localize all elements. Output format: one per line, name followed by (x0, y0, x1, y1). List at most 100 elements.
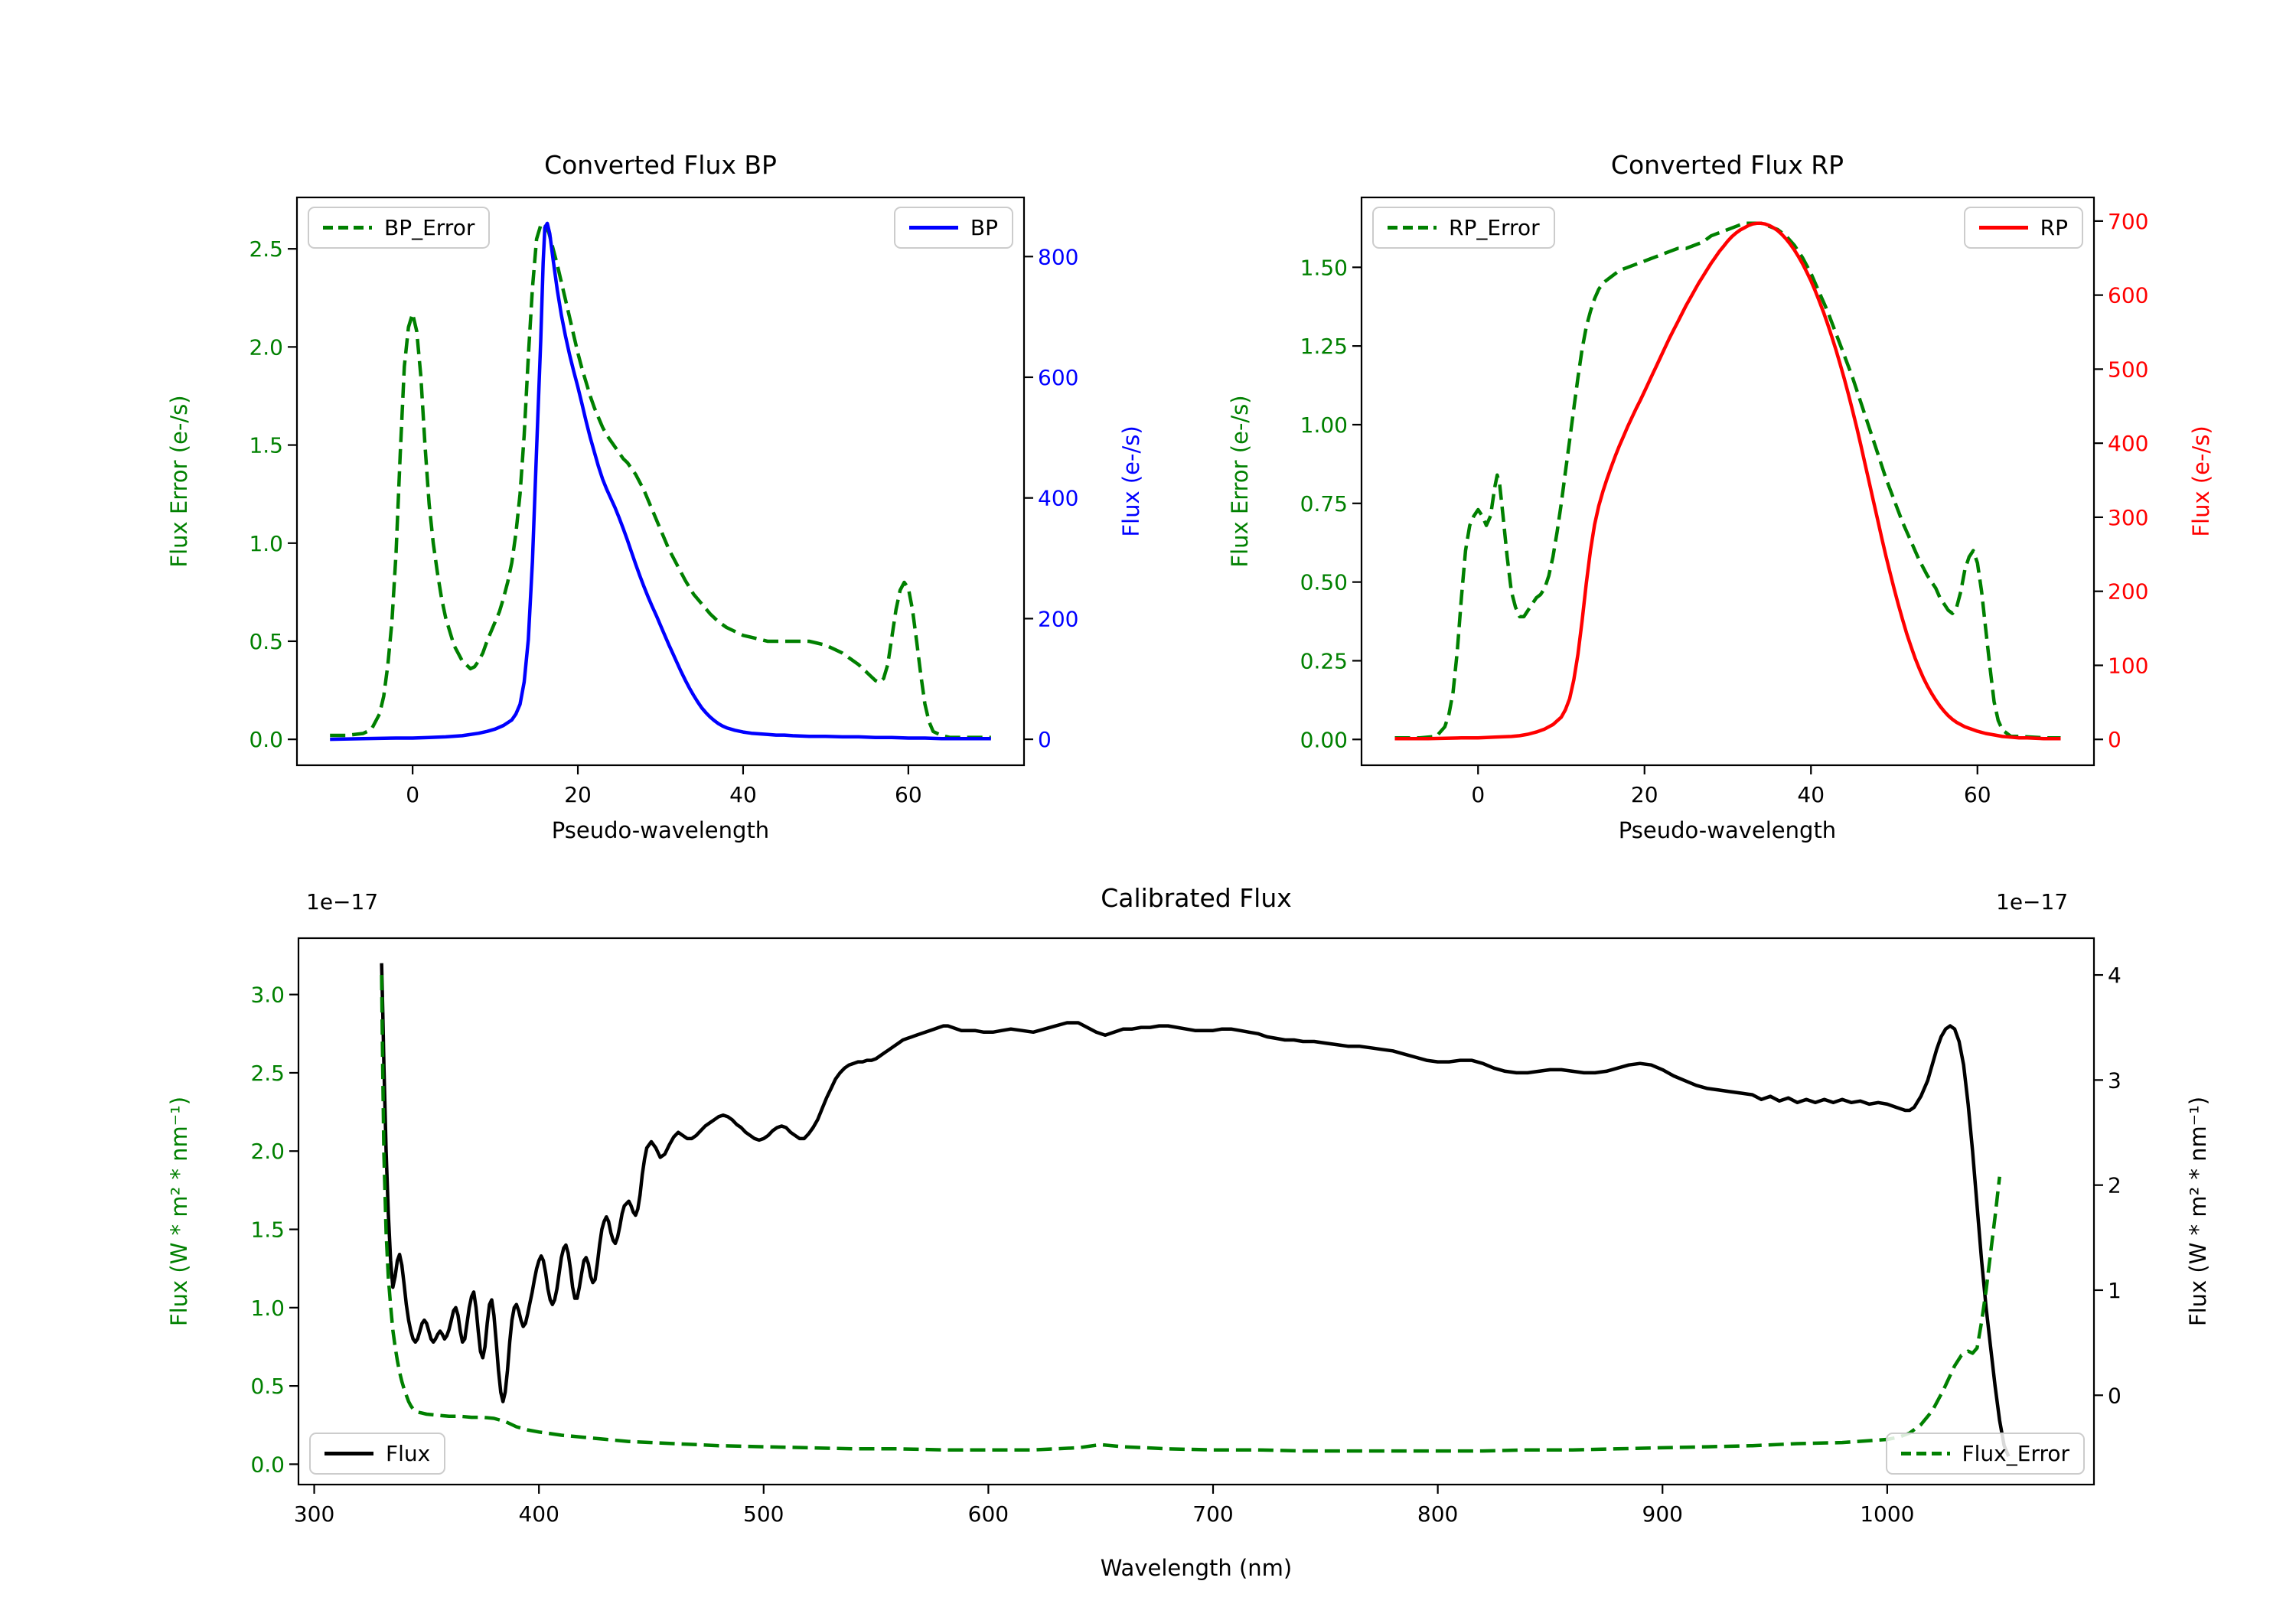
y-tick-label-right: 4 (2108, 963, 2122, 988)
y-axis-offset-text-left: 1e−17 (306, 889, 379, 914)
legend-dashed-line-sample (323, 226, 372, 230)
legend-flux-error: Flux_Error (1885, 1433, 2085, 1475)
y-tick-label-left: 0.50 (1300, 570, 1348, 595)
y-axis-label-left-rp: Flux Error (e-/s) (1227, 395, 1253, 568)
y-tick-label-left: 1.0 (250, 1296, 285, 1321)
x-tick-label: 400 (518, 1501, 559, 1527)
legend-bp: BP (893, 207, 1013, 249)
y-tick-label-right: 200 (2108, 579, 2148, 605)
legend-label-bp: BP (970, 215, 998, 240)
y-tick-label-left: 0.25 (1300, 648, 1348, 673)
y-tick-label-right: 500 (2108, 357, 2148, 382)
plot-area-calibrated: 300 400 500 600 700 800 900 1000 0.0 0.5 1.0 1.5 2.0… (250, 937, 2122, 1527)
y-tick-label-left: 0.5 (249, 629, 283, 654)
y-axis-offset-text-right: 1e−17 (1996, 889, 2069, 914)
y-tick-label-left: 2.0 (249, 334, 283, 360)
chart-converted-flux-bp: 0 20 40 60 0.0 0.5 1.0 1.5 2.0 2.5 0 200 400 600 800 C… (122, 122, 1144, 857)
flux-error-curve (380, 975, 2001, 1453)
plot-border (1360, 196, 2095, 767)
y-tick-label-left: 0.0 (249, 727, 283, 752)
y-tick-label-right: 600 (2108, 283, 2148, 308)
y-axis-label-right-bp: Flux (e-/s) (1118, 425, 1144, 537)
y-tick-label-right: 0 (1038, 727, 1052, 752)
y-tick-label-right: 2 (2108, 1173, 2122, 1198)
y-tick-label-right: 1 (2108, 1278, 2122, 1303)
y-tick-label-left: 0.75 (1300, 491, 1348, 517)
y-axis-label-right-calibrated: Flux (W * m² * nm⁻¹) (2185, 1096, 2211, 1327)
x-tick-label: 60 (895, 782, 922, 807)
legend-rp-error: RP_Error (1372, 207, 1555, 249)
x-tick-label: 900 (1642, 1501, 1683, 1527)
y-tick-label-right: 400 (1038, 486, 1078, 511)
plot-area-rp: 0 20 40 60 0.00 0.25 0.50 0.75 1.00 1.25 1.50 0 100 2… (1300, 196, 2148, 807)
legend-solid-line-sample (325, 1452, 373, 1455)
y-axis-label-left-calibrated: Flux (W * m² * nm⁻¹) (166, 1096, 192, 1327)
legend-dashed-line-sample (1388, 226, 1437, 230)
y-axis-label-left-bp: Flux Error (e-/s) (166, 395, 192, 568)
y-tick-label-right: 300 (2108, 505, 2148, 530)
rp-error-curve (1394, 221, 2061, 740)
y-tick-label-left: 0.00 (1300, 727, 1348, 752)
x-tick-label: 40 (1797, 782, 1825, 807)
y-tick-label-left: 1.5 (250, 1217, 285, 1243)
legend-bp-error: BP_Error (308, 207, 491, 249)
legend-label-flux-error: Flux_Error (1962, 1441, 2069, 1466)
x-axis-label-calibrated: Wavelength (nm) (1100, 1555, 1293, 1581)
legend-label-flux: Flux (386, 1441, 431, 1466)
y-tick-label-left: 2.5 (250, 1061, 285, 1086)
x-axis-label-bp: Pseudo-wavelength (551, 817, 770, 843)
legend-flux: Flux (309, 1433, 446, 1475)
x-tick-label: 0 (1471, 782, 1485, 807)
y-tick-label-right: 600 (1038, 365, 1078, 390)
y-tick-label-right: 800 (1038, 244, 1078, 269)
y-tick-label-right: 400 (2108, 431, 2148, 456)
x-tick-label: 20 (564, 782, 592, 807)
bp-error-curve (330, 221, 991, 739)
x-tick-label: 60 (1964, 782, 1991, 807)
rp-curve (1394, 221, 2061, 741)
legend-dashed-line-sample (1900, 1452, 1950, 1455)
y-tick-label-right: 100 (2108, 653, 2148, 678)
y-tick-label-left: 1.0 (249, 531, 283, 556)
y-tick-label-left: 3.0 (250, 983, 285, 1008)
plot-border (297, 937, 2095, 1486)
legend-rp: RP (1963, 207, 2083, 249)
y-axis-label-right-rp: Flux (e-/s) (2188, 425, 2214, 537)
y-tick-label-left: 0.5 (250, 1374, 285, 1399)
x-tick-label: 600 (968, 1501, 1009, 1527)
plot-border (295, 196, 1026, 767)
y-tick-label-left: 1.25 (1300, 334, 1348, 359)
y-tick-label-left: 1.00 (1300, 412, 1348, 438)
x-tick-label: 300 (294, 1501, 334, 1527)
flux-curve (380, 963, 2011, 1458)
y-tick-label-left: 2.5 (249, 236, 283, 262)
y-tick-label-left: 1.5 (249, 433, 283, 458)
x-axis-label-rp: Pseudo-wavelength (1618, 817, 1837, 843)
chart-title-bp: Converted Flux BP (544, 150, 777, 180)
bp-curve (330, 221, 991, 742)
chart-title-rp: Converted Flux RP (1610, 150, 1844, 180)
x-tick-label: 40 (729, 782, 757, 807)
y-tick-label-right: 0 (2108, 727, 2122, 752)
legend-solid-line-sample (1978, 226, 2028, 230)
x-tick-label: 800 (1417, 1501, 1458, 1527)
chart-title-calibrated: Calibrated Flux (1101, 883, 1292, 913)
chart-converted-flux-rp: 0 20 40 60 0.00 0.25 0.50 0.75 1.00 1.25 1.50 0 100 2… (1194, 122, 2250, 857)
plot-area-bp: 0 20 40 60 0.0 0.5 1.0 1.5 2.0 2.5 0 200 400 600 800 (249, 196, 1078, 807)
x-tick-label: 500 (743, 1501, 784, 1527)
y-tick-label-left: 2.0 (250, 1139, 285, 1164)
y-tick-label-right: 700 (2108, 209, 2148, 234)
legend-label-rp: RP (2040, 215, 2068, 240)
x-tick-label: 700 (1192, 1501, 1233, 1527)
x-tick-label: 20 (1631, 782, 1658, 807)
x-tick-label: 0 (406, 782, 419, 807)
x-tick-label: 1000 (1860, 1501, 1914, 1527)
chart-calibrated-flux: 300 400 500 600 700 800 900 1000 0.0 0.5 1.0 1.5 2.0… (122, 857, 2250, 1607)
y-tick-label-left: 0.0 (250, 1452, 285, 1477)
y-tick-label-right: 200 (1038, 606, 1078, 631)
legend-label-rp-error: RP_Error (1449, 215, 1540, 240)
y-tick-label-left: 1.50 (1300, 255, 1348, 280)
legend-solid-line-sample (908, 226, 958, 230)
legend-label-bp-error: BP_Error (384, 215, 475, 240)
